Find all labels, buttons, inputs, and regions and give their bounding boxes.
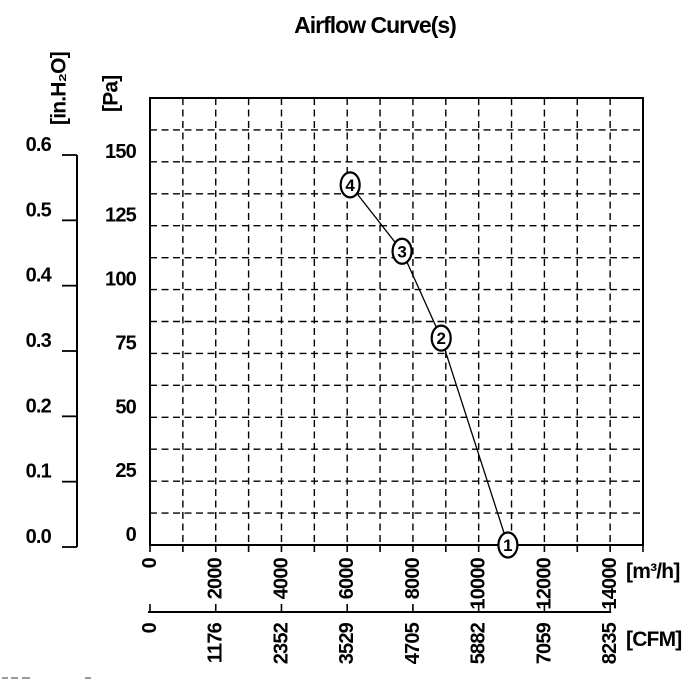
x-axis-m3h-tick-label: 2000	[205, 557, 227, 599]
x-axis-cfm-tick-label: 3529	[336, 622, 358, 664]
cutoff-text-artifact	[2, 677, 94, 680]
x-axis-m3h-tick-label: 8000	[402, 557, 424, 599]
y-axis-pa-tick-label: 25	[115, 460, 136, 482]
y-axis-inh2o-tick-label: 0.1	[26, 461, 52, 483]
y-axis-inh2o-tick-label: 0.6	[26, 134, 52, 156]
curve-point-number: 3	[397, 242, 406, 261]
curve-point-ellipse	[497, 531, 519, 559]
airflow-curve-line	[349, 184, 509, 546]
y-axis-inh2o-tick-label: 0.0	[26, 526, 52, 548]
x-axis-m3h-tick-label: 4000	[270, 557, 292, 599]
y-axis-pa-tick-label: 150	[105, 141, 137, 163]
x-axis-cfm-tick-label: 2352	[270, 622, 292, 664]
x-axis-m3h-tick-label: 10000	[468, 557, 490, 609]
curve-point-marker: 3	[391, 237, 413, 265]
x-axis-cfm-tick-label: 8235	[599, 622, 621, 664]
y-axis-pa-tick-label: 0	[126, 524, 137, 546]
y-axis-inh2o-tick-label: 0.5	[26, 199, 52, 221]
curve-point-marker: 2	[430, 324, 452, 352]
curve-point-number: 1	[503, 536, 512, 555]
x-axis-m3h-tick-label: 12000	[533, 557, 555, 609]
y-axis-pa-tick-label: 100	[105, 269, 137, 291]
y-axis-pa-tick-label: 75	[115, 332, 136, 354]
y-axis-inh2o-tick-label: 0.3	[26, 330, 52, 352]
x-axis-cfm-tick-label: 7059	[533, 622, 555, 664]
curve-point-marker: 4	[339, 171, 361, 199]
x-axis-cfm-tick-label: 1176	[205, 622, 227, 663]
y-axis-pa-unit-label: [Pa]	[100, 76, 123, 112]
x-axis-cfm-tick-label: 4705	[402, 622, 424, 664]
x-axis-cfm-tick-label: 0	[139, 622, 161, 633]
y-axis-inh2o-tick-label: 0.2	[26, 395, 52, 417]
x-axis-cfm-tick-label: 5882	[468, 622, 490, 664]
curve-point-ellipse	[339, 171, 361, 199]
x-axis-m3h-tick-label: 14000	[599, 557, 621, 609]
curve-point-number: 4	[345, 176, 355, 195]
curve-point-ellipse	[430, 324, 452, 352]
y-axis-inh2o-unit-label: [in.H₂O]	[48, 52, 71, 125]
curve-point-number: 2	[436, 329, 445, 348]
x-axis-m3h-tick-label: 0	[139, 557, 161, 568]
y-axis-pa-tick-label: 50	[115, 396, 136, 418]
y-axis-pa-tick-label: 125	[105, 205, 137, 227]
chart-title: Airflow Curve(s)	[294, 12, 457, 38]
y-axis-inh2o-tick-label: 0.4	[26, 265, 53, 287]
x-axis-m3h-unit-label: [m³/h]	[626, 560, 680, 583]
x-axis-cfm-unit-label: [CFM]	[626, 628, 681, 651]
plot-border	[149, 97, 644, 546]
curve-point-marker: 1	[497, 531, 519, 559]
x-axis-m3h-tick-label: 6000	[336, 557, 358, 599]
curve-point-ellipse	[391, 237, 413, 265]
